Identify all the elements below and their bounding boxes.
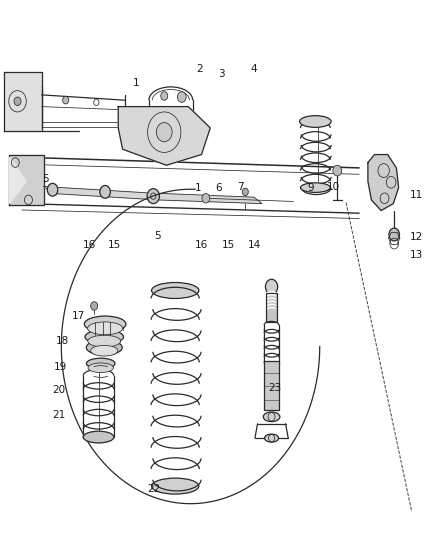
Text: 12: 12: [410, 232, 423, 242]
Circle shape: [47, 183, 58, 196]
Circle shape: [100, 185, 110, 198]
Text: 23: 23: [268, 383, 282, 393]
Polygon shape: [4, 72, 42, 131]
Circle shape: [63, 96, 69, 104]
Text: 13: 13: [410, 250, 423, 260]
Ellipse shape: [152, 282, 199, 298]
Text: 21: 21: [53, 410, 66, 419]
Ellipse shape: [87, 358, 115, 369]
Circle shape: [202, 193, 210, 203]
Text: 5: 5: [154, 231, 161, 240]
Circle shape: [177, 92, 186, 102]
Text: 16: 16: [83, 240, 96, 250]
Circle shape: [265, 279, 278, 294]
Circle shape: [242, 188, 248, 196]
Text: 6: 6: [215, 183, 222, 192]
Circle shape: [156, 123, 172, 142]
Text: 2: 2: [196, 64, 203, 74]
Text: 15: 15: [222, 240, 235, 250]
Polygon shape: [9, 155, 44, 205]
Ellipse shape: [263, 412, 280, 422]
Bar: [264, 361, 279, 410]
Text: 7: 7: [237, 182, 244, 191]
Text: 9: 9: [307, 183, 314, 192]
Text: 16: 16: [195, 240, 208, 250]
Ellipse shape: [88, 335, 120, 347]
Ellipse shape: [152, 478, 199, 494]
Circle shape: [147, 189, 159, 204]
Polygon shape: [368, 155, 399, 211]
Text: 1: 1: [194, 183, 201, 192]
Circle shape: [389, 228, 399, 241]
Ellipse shape: [86, 340, 122, 355]
Circle shape: [161, 92, 168, 100]
Text: 11: 11: [410, 190, 423, 199]
Ellipse shape: [300, 183, 330, 192]
Ellipse shape: [83, 431, 114, 443]
Circle shape: [14, 97, 21, 106]
Text: 15: 15: [108, 240, 121, 250]
Text: 3: 3: [218, 69, 225, 78]
Ellipse shape: [300, 116, 331, 127]
Polygon shape: [118, 107, 210, 165]
Text: 14: 14: [247, 240, 261, 250]
Ellipse shape: [88, 322, 123, 335]
Text: 1: 1: [132, 78, 139, 87]
Text: 17: 17: [71, 311, 85, 320]
Text: 20: 20: [53, 385, 66, 395]
Text: 4: 4: [251, 64, 258, 74]
Text: 22: 22: [148, 484, 161, 494]
Circle shape: [333, 165, 342, 176]
Ellipse shape: [265, 434, 279, 442]
Ellipse shape: [91, 345, 118, 356]
Text: 5: 5: [42, 174, 49, 183]
Polygon shape: [10, 157, 26, 204]
Ellipse shape: [88, 363, 113, 373]
Circle shape: [91, 302, 98, 310]
Ellipse shape: [84, 316, 126, 332]
Polygon shape: [149, 193, 262, 204]
Ellipse shape: [85, 330, 124, 344]
Bar: [266, 293, 277, 322]
Text: 19: 19: [54, 362, 67, 372]
Text: 10: 10: [326, 182, 339, 191]
Polygon shape: [44, 187, 158, 200]
Text: 18: 18: [56, 336, 69, 346]
